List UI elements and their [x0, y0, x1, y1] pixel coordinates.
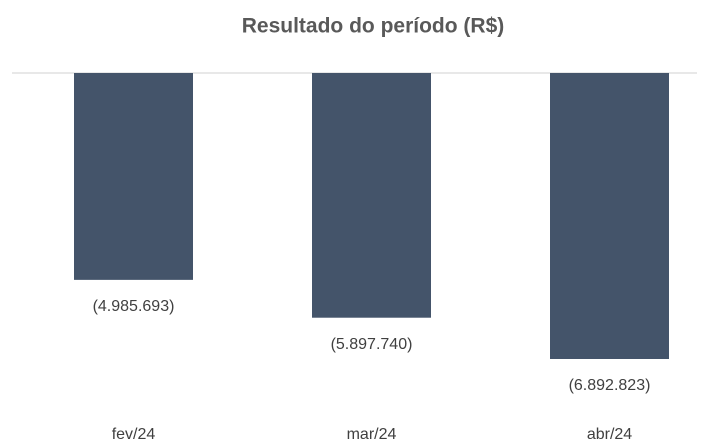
- chart-title: Resultado do período (R$): [242, 15, 505, 38]
- data-label: (5.897.740): [331, 336, 413, 353]
- bar: [550, 73, 669, 359]
- x-tick-label: abr/24: [587, 426, 632, 443]
- x-tick-label: mar/24: [347, 426, 397, 443]
- bar: [74, 73, 193, 280]
- data-label: (4.985.693): [93, 298, 175, 315]
- bar: [312, 73, 431, 318]
- x-tick-label: fev/24: [112, 426, 156, 443]
- data-label: (6.892.823): [569, 377, 651, 394]
